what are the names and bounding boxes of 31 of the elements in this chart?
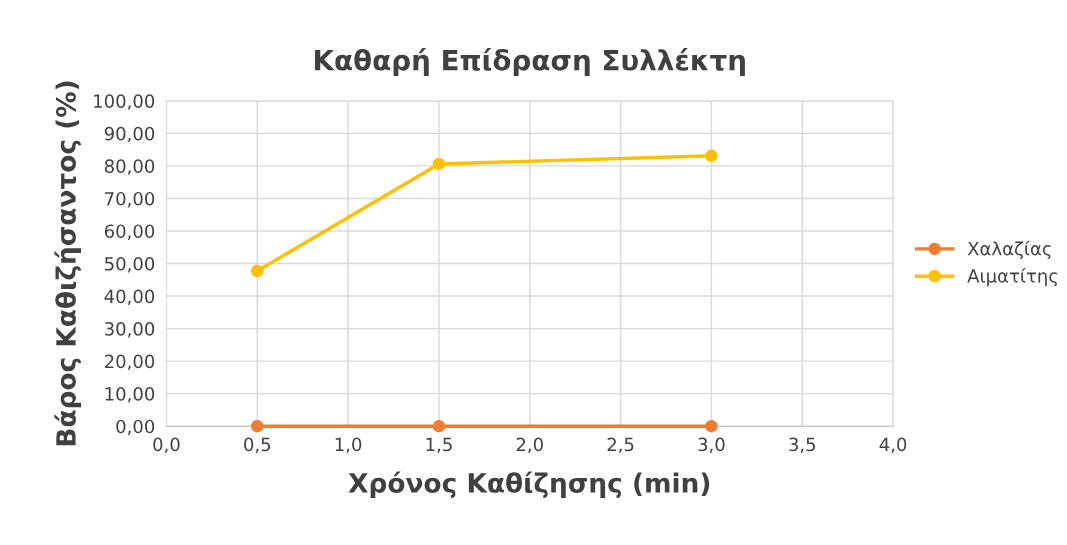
y-tick-label: 50,00 xyxy=(105,256,155,273)
point xyxy=(432,419,446,433)
y-tick-label: 60,00 xyxy=(104,224,155,240)
x-tick-label: 3,5 xyxy=(789,437,816,454)
y-tick-label: 0,00 xyxy=(116,419,155,436)
x-tick-label: 2,0 xyxy=(516,437,543,454)
point xyxy=(705,149,718,163)
x-tick-label: 1,0 xyxy=(335,437,362,454)
y-tick-label: 80,00 xyxy=(104,159,155,175)
y-tick-label: 90,00 xyxy=(104,126,155,143)
x-tick-label: 4,0 xyxy=(879,437,907,454)
y-tick-label: 20,00 xyxy=(104,354,155,371)
x-tick-label: 0,5 xyxy=(244,437,271,454)
y-tick-label: 40,00 xyxy=(104,289,155,305)
legend-label: Χαλαζίας xyxy=(967,240,1051,259)
y-tick-label: 100,00 xyxy=(94,94,155,110)
y-tick-label: 30,00 xyxy=(105,322,155,338)
legend-label: Αιματίτης xyxy=(967,268,1058,287)
point xyxy=(432,157,446,171)
point xyxy=(251,264,264,278)
chart-title: Καθαρή Επίδραση Συλλέκτη xyxy=(315,48,745,77)
x-axis-title: Χρόνος Καθίζησης (min) xyxy=(348,471,710,499)
x-tick-label: 3,0 xyxy=(698,437,725,454)
x-tick-label: 1,5 xyxy=(426,437,452,454)
y-tick-label: 10,00 xyxy=(105,387,155,403)
y-tick-label: 70,00 xyxy=(105,191,155,208)
point xyxy=(251,419,264,433)
point xyxy=(705,419,718,433)
x-tick-label: 0,0 xyxy=(153,437,180,454)
y-axis-title: Βάρος Καθιζήσαντος (%) xyxy=(54,81,82,446)
x-tick-label: 2,5 xyxy=(607,437,634,454)
